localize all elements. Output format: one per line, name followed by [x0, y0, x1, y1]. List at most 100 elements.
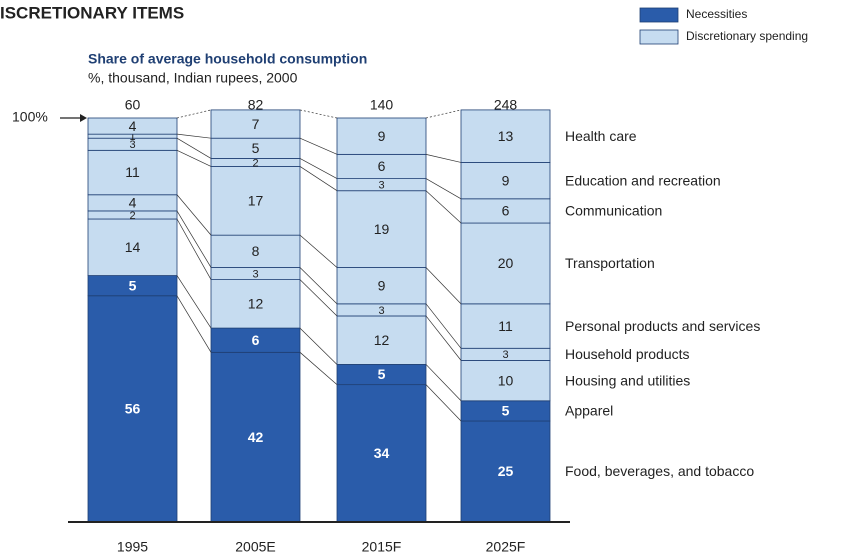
- data-label: 25: [498, 463, 514, 479]
- bar-segment: [460, 198, 551, 224]
- data-label: 34: [374, 445, 390, 461]
- bar-segment: [460, 109, 551, 163]
- connector: [299, 234, 338, 268]
- data-label: 13: [498, 128, 514, 144]
- x-tick-label: 2005E: [235, 539, 275, 555]
- connector: [176, 194, 212, 236]
- bar-segment: [210, 327, 301, 353]
- data-label: 5: [378, 366, 386, 382]
- bar-segment: [87, 218, 178, 276]
- x-tick-label: 2015F: [362, 539, 402, 555]
- units: %, thousand, Indian rupees, 2000: [88, 70, 298, 86]
- bar-segment: [87, 117, 178, 135]
- series-label: Transportation: [565, 255, 655, 271]
- bar-segment: [336, 267, 427, 305]
- data-label: 6: [378, 158, 386, 174]
- data-label: 6: [252, 332, 260, 348]
- connector: [176, 133, 212, 139]
- legend-swatch: [639, 7, 679, 23]
- data-label: 12: [374, 332, 390, 348]
- data-label: 11: [498, 318, 513, 334]
- data-label: 1: [129, 131, 135, 143]
- connector: [425, 267, 462, 305]
- connector: [176, 210, 212, 268]
- data-label: 3: [129, 139, 135, 151]
- connector: [425, 364, 462, 402]
- connector: [299, 327, 338, 365]
- bar-segment: [210, 351, 301, 523]
- data-label: 9: [502, 172, 510, 188]
- bar-segment: [87, 149, 178, 196]
- bar-segment: [210, 109, 301, 139]
- data-label: 17: [248, 193, 264, 209]
- total-label: 140: [370, 97, 394, 113]
- series-label: Health care: [565, 128, 637, 144]
- connector: [425, 178, 462, 200]
- data-label: 2: [129, 210, 135, 222]
- data-label: 9: [378, 277, 386, 293]
- bar-segment: [336, 117, 427, 155]
- legend-label: Necessities: [686, 7, 747, 21]
- series-label: Food, beverages, and tobacco: [565, 463, 754, 479]
- data-label: 3: [378, 180, 384, 192]
- connector: [425, 303, 462, 349]
- connector: [425, 154, 462, 163]
- chart-title: ISCRETIONARY ITEMS: [0, 3, 184, 22]
- connector: [299, 279, 338, 317]
- connector: [176, 150, 212, 167]
- data-label: 12: [248, 296, 264, 312]
- connector: [176, 275, 212, 329]
- data-label: 3: [252, 268, 258, 280]
- series-label: Communication: [565, 203, 662, 219]
- series-label: Personal products and services: [565, 318, 760, 334]
- data-label: 2: [252, 157, 258, 169]
- bar-segment: [336, 315, 427, 365]
- bar-segment: [460, 162, 551, 200]
- data-label: 10: [498, 372, 514, 388]
- connector: [299, 166, 338, 192]
- data-label: 6: [502, 203, 510, 219]
- marker-arrowhead: [80, 114, 87, 122]
- data-label: 5: [502, 403, 510, 419]
- series-label: Household products: [565, 346, 690, 362]
- data-label: 5: [129, 277, 137, 293]
- connector: [425, 384, 462, 422]
- total-label: 60: [125, 97, 141, 113]
- connector: [425, 315, 462, 361]
- bar-segment: [460, 222, 551, 305]
- top-marker: 100%: [12, 109, 48, 125]
- bar-segment: [336, 190, 427, 268]
- data-label: 4: [129, 195, 137, 211]
- data-label: 42: [248, 429, 264, 445]
- data-label: 14: [125, 239, 141, 255]
- bar-segment: [210, 234, 301, 268]
- data-label: 20: [498, 255, 514, 271]
- data-label: 9: [378, 128, 386, 144]
- data-label: 19: [374, 221, 390, 237]
- data-label: 56: [125, 401, 141, 417]
- series-label: Housing and utilities: [565, 372, 690, 388]
- connector: [176, 295, 212, 353]
- series-label: Apparel: [565, 403, 613, 419]
- data-label: 7: [252, 116, 260, 132]
- data-label: 8: [252, 243, 260, 259]
- total-label: 82: [248, 97, 264, 113]
- data-label: 11: [125, 164, 140, 180]
- connector: [176, 218, 212, 280]
- bar-segment: [210, 279, 301, 329]
- data-label: 5: [252, 140, 260, 156]
- legend-swatch: [639, 29, 679, 45]
- subtitle: Share of average household consumption: [88, 51, 367, 67]
- series-label: Education and recreation: [565, 172, 721, 188]
- data-label: 4: [129, 118, 137, 134]
- connector: [425, 190, 462, 224]
- connector: [425, 109, 462, 119]
- legend-label: Discretionary spending: [686, 29, 808, 43]
- connector: [299, 158, 338, 179]
- connector: [176, 137, 212, 159]
- connector: [176, 109, 212, 119]
- connector: [299, 137, 338, 155]
- x-tick-label: 2025F: [486, 539, 526, 555]
